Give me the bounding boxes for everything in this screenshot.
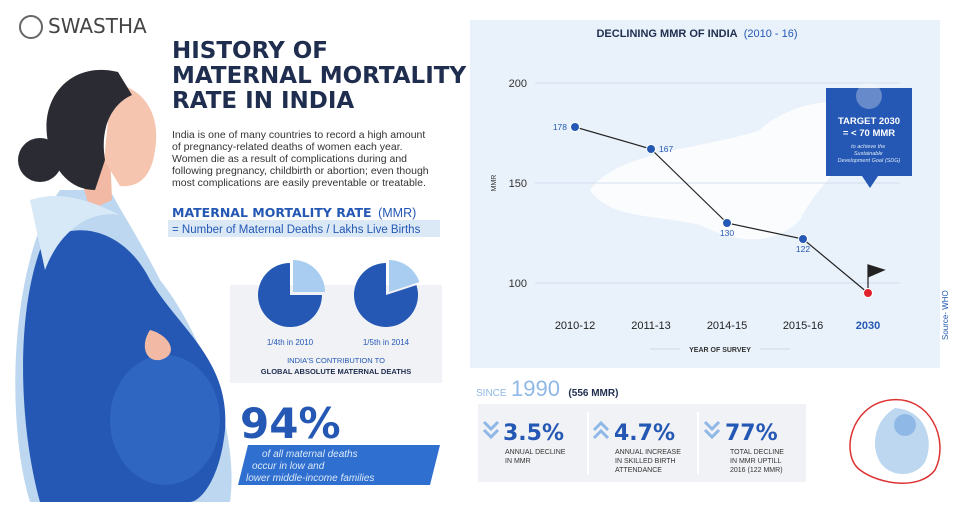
since-prefix: SINCE — [476, 388, 507, 399]
map-shape — [590, 101, 880, 240]
plot: 100 150 200 178 167 130 122 2010-12 2011-13 2014-… — [509, 78, 900, 332]
y-tick-label: 100 — [509, 278, 527, 290]
x-axis-label: YEAR OF SURVEY — [689, 347, 751, 354]
data-label: 130 — [720, 228, 734, 238]
pie-slice — [293, 260, 325, 292]
down-icon — [703, 420, 721, 440]
since-detail: (556 MMR) — [568, 388, 618, 399]
share-line: of all maternal deaths — [262, 449, 358, 460]
stat-value: 3.5% — [503, 421, 564, 446]
caption: GLOBAL ABSOLUTE MATERNAL DEATHS — [261, 367, 411, 376]
up-icon — [592, 420, 610, 440]
definition-term: MATERNAL MORTALITY RATE (MMR) — [172, 205, 416, 220]
stat-text: ANNUAL INCREASE IN SKILLED BIRTH ATTENDA… — [615, 449, 683, 474]
title-line: RATE IN INDIA — [172, 88, 354, 114]
x-tick-label: 2015-16 — [783, 320, 823, 332]
stat-line: IN MMR — [505, 458, 531, 465]
pie-slice — [389, 260, 420, 292]
intro-line: most complications are easily preventabl… — [172, 177, 426, 189]
stats-bg — [478, 404, 806, 482]
logo: SWASTHA — [48, 14, 147, 38]
stat-line: ATTENDANCE — [615, 467, 662, 474]
y-tick-label: 150 — [509, 178, 527, 190]
target-icon — [856, 83, 882, 109]
since-year: 1990 — [511, 376, 560, 401]
pies: 1/4th in 2010 1/5th in 2014 — [258, 260, 420, 347]
note-line: Development Goal (SDG) — [838, 158, 901, 164]
source: Source- WHO — [941, 290, 950, 340]
data-label: 178 — [553, 122, 567, 132]
x-tick-label: 2011-13 — [631, 320, 671, 332]
share-bg — [238, 445, 440, 485]
stat-line: 2016 (122 MMR) — [730, 467, 783, 474]
share-text: of all maternal deaths occur in low and … — [246, 449, 374, 484]
title: DECLINING MMR OF INDIA — [596, 28, 737, 40]
data-label: 167 — [659, 144, 673, 154]
stat-line: ANNUAL DECLINE — [505, 449, 566, 456]
intro-line: Women die as a result of complications d… — [172, 153, 407, 165]
term: MATERNAL MORTALITY RATE — [172, 205, 372, 220]
flag — [867, 264, 886, 293]
intro-line: following pregnancy, childbirth or abort… — [172, 165, 429, 177]
pie-rest — [354, 263, 418, 327]
logo-icon — [19, 15, 43, 39]
stat-value: 77% — [725, 421, 778, 446]
x-label-bg — [680, 343, 760, 355]
stat-line: IN MMR UPTILL — [730, 458, 781, 465]
y-axis-label: MMR — [491, 175, 498, 192]
subtitle: (2010 - 16) — [744, 28, 798, 40]
target-box — [826, 88, 912, 188]
formula: = Number of Maternal Deaths / Lakhs Live… — [172, 224, 421, 236]
stat-line: ANNUAL INCREASE — [615, 449, 681, 456]
target-note: to achieve the Sustainable Development G… — [838, 144, 901, 164]
x-tick-label: 2014-15 — [707, 320, 747, 332]
stat-line: TOTAL DECLINE — [730, 449, 784, 456]
data-label: 122 — [796, 244, 810, 254]
chart-title: DECLINING MMR OF INDIA (2010 - 16) — [596, 28, 797, 40]
stat-text: TOTAL DECLINE IN MMR UPTILL 2016 (122 MM… — [730, 449, 786, 474]
point — [798, 234, 808, 244]
pie-label: 1/5th in 2014 — [363, 338, 410, 347]
stat-line: IN SKILLED BIRTH — [615, 458, 676, 465]
point — [863, 288, 873, 298]
target-title: TARGET 2030 — [838, 116, 900, 127]
stats: 3.5% ANNUAL DECLINE IN MMR 4.7% ANNUAL I… — [478, 404, 806, 482]
note-line: to achieve the — [851, 144, 885, 150]
point — [722, 218, 732, 228]
since: SINCE 1990 (556 MMR) — [476, 376, 618, 401]
share-value: 94% — [240, 399, 341, 448]
title-line: HISTORY OF — [172, 38, 328, 64]
y-tick-label: 200 — [509, 78, 527, 90]
point — [646, 144, 656, 154]
fetus-icon — [849, 399, 941, 484]
formula-bg — [168, 220, 440, 237]
intro: India is one of many countries to record… — [172, 129, 432, 189]
illustration — [15, 69, 232, 502]
pie-rest — [258, 263, 322, 327]
down-icon — [482, 420, 500, 440]
x-tick-label: 2030 — [856, 320, 880, 332]
stat-text: ANNUAL DECLINE IN MMR — [505, 449, 567, 465]
intro-line: of pregnancy-related deaths of women eac… — [172, 141, 403, 153]
title: HISTORY OF MATERNAL MORTALITY RATE IN IN… — [172, 38, 474, 114]
pie-label: 1/4th in 2010 — [267, 338, 314, 347]
intro-line: India is one of many countries to record… — [172, 129, 425, 141]
caption: INDIA'S CONTRIBUTION TO — [287, 356, 385, 365]
point — [570, 122, 580, 132]
abbr: (MMR) — [378, 206, 416, 220]
share-line: lower middle-income families — [246, 473, 374, 484]
target-value: = < 70 MMR — [843, 128, 895, 139]
share-line: occur in low and — [252, 461, 325, 472]
note-line: Sustainable — [854, 151, 883, 157]
title-line: MATERNAL MORTALITY — [172, 63, 466, 89]
stat-value: 4.7% — [614, 421, 675, 446]
x-tick-label: 2010-12 — [555, 320, 595, 332]
